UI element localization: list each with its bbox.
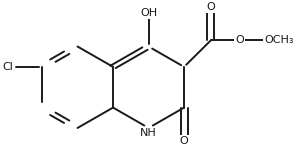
Text: NH: NH [140, 128, 157, 138]
Text: O: O [206, 2, 215, 12]
Text: O: O [235, 35, 244, 45]
Text: OH: OH [140, 8, 157, 18]
Text: O: O [180, 136, 189, 146]
Text: OCH₃: OCH₃ [264, 35, 294, 45]
Text: Cl: Cl [2, 62, 13, 72]
